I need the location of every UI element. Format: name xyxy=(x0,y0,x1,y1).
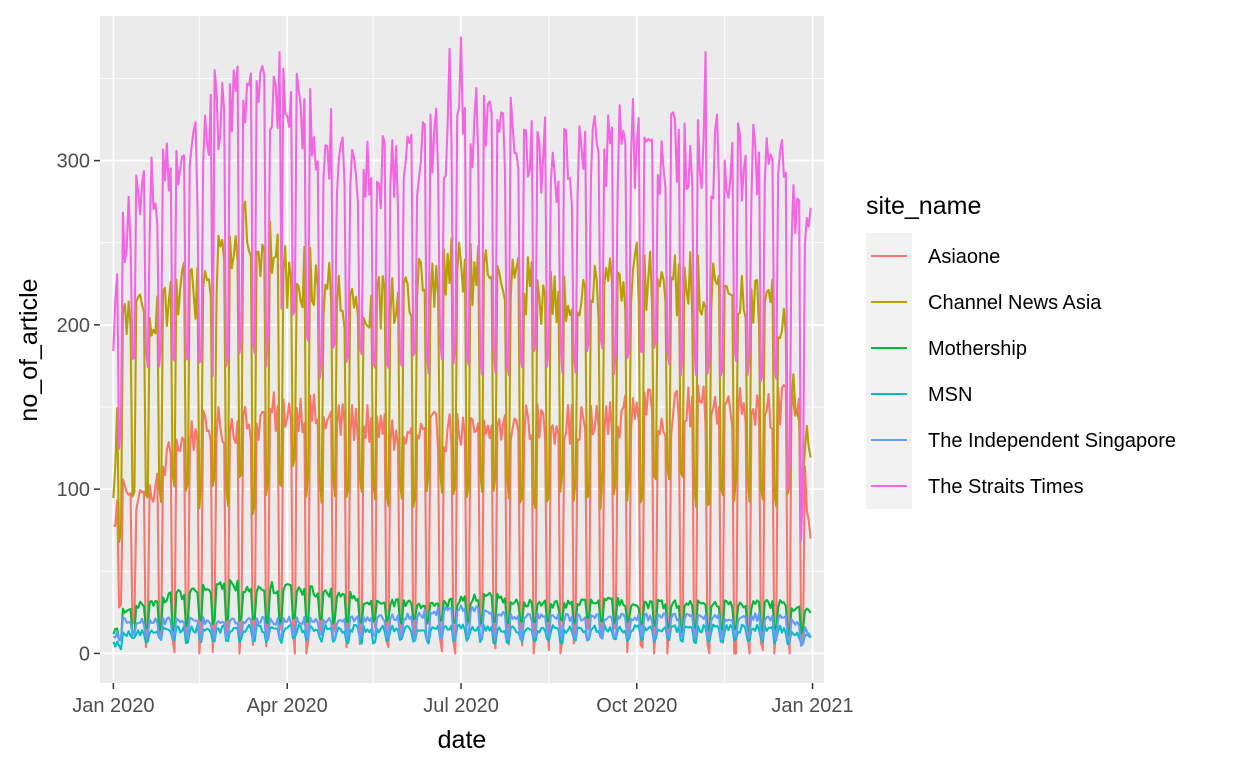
series-line-5 xyxy=(112,36,812,542)
legend-title: site_name xyxy=(866,192,981,220)
legend-label-3: MSN xyxy=(928,384,972,406)
y-tick-label-2: 200 xyxy=(57,315,90,337)
y-tick-label-0: 0 xyxy=(79,643,90,665)
y-tick-label-1: 100 xyxy=(57,479,90,501)
legend-label-5: The Straits Times xyxy=(928,476,1084,498)
y-tick-label-3: 300 xyxy=(57,151,90,173)
series-lines xyxy=(112,36,812,655)
x-tick-label-4: Jan 2021 xyxy=(771,695,853,717)
series-line-3 xyxy=(112,623,812,651)
legend-items: Asiaone Channel News Asia Mothership MSN The… xyxy=(866,233,1176,509)
x-tick-label-3: Oct 2020 xyxy=(596,695,677,717)
legend-label-4: The Independent Singapore xyxy=(928,430,1176,452)
series-line-1 xyxy=(112,200,812,544)
legend-label-0: Asiaone xyxy=(928,246,1000,268)
major-gridlines xyxy=(100,16,824,683)
x-axis: Jan 2020 Apr 2020 Jul 2020 Oct 2020 Jan 2021 xyxy=(72,683,854,717)
series-line-2 xyxy=(112,579,812,642)
legend: site_name Asiaone Channel News Asia Mother… xyxy=(866,192,1176,509)
legend-label-1: Channel News Asia xyxy=(928,292,1102,314)
x-tick-label-1: Apr 2020 xyxy=(247,695,328,717)
x-tick-label-0: Jan 2020 xyxy=(72,695,154,717)
y-axis-title: no_of_article xyxy=(15,278,43,421)
y-axis: 0 100 200 300 xyxy=(57,151,100,665)
legend-label-2: Mothership xyxy=(928,338,1027,360)
x-axis-title: date xyxy=(438,726,487,754)
x-tick-label-2: Jul 2020 xyxy=(423,695,499,717)
series-line-4 xyxy=(112,604,812,647)
